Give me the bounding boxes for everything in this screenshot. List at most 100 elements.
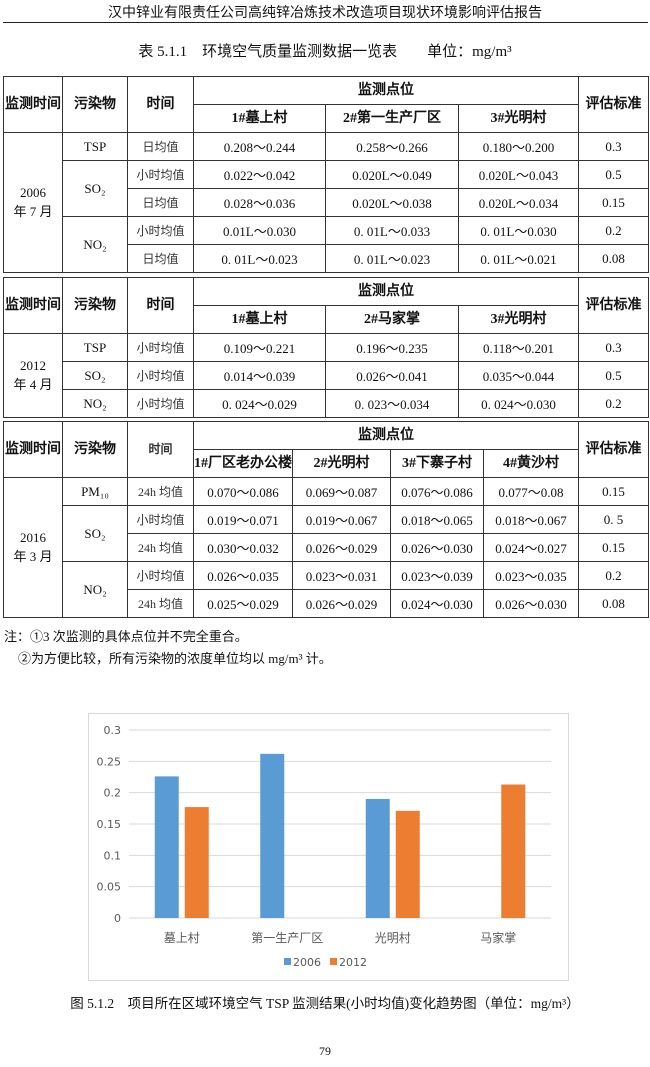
y-tick-label: 0.15: [97, 818, 122, 831]
bar-2012: [501, 784, 526, 918]
standard-cell: 0.5: [578, 160, 649, 189]
legend-swatch-2006: [284, 958, 291, 965]
value-cell: 0.109～0.221: [193, 333, 326, 362]
legend-label: 2012: [339, 956, 367, 969]
pollutant-cell: SO₂: [62, 361, 128, 390]
standard-cell: 0.15: [578, 477, 649, 506]
y-tick-label: 0.1: [104, 849, 122, 862]
value-cell: 0.020L～0.043: [458, 160, 579, 189]
value-cell: 0.026～0.035: [193, 561, 293, 590]
pollutant-cell: PM₁₀: [62, 477, 128, 506]
table-section-2: 监测时间 污染物 时间 监测点位 评估标准 1#厂区老办公楼 2#光明村 3#下寨子村 4#黄沙…: [3, 421, 649, 618]
value-cell: 0.026～0.041: [325, 361, 459, 390]
x-tick-label: 光明村: [375, 931, 411, 945]
legend-label: 2006: [293, 956, 321, 969]
value-cell: 0.023～0.031: [292, 561, 391, 590]
header-pollutant: 污染物: [62, 277, 128, 334]
header-site: 1#墓上村: [193, 104, 326, 133]
header-points: 监测点位: [193, 421, 579, 450]
pollutant-cell: NO₂: [62, 561, 128, 618]
note-1: 注：①3 次监测的具体点位并不完全重合。: [4, 629, 248, 644]
value-cell: 0.024～0.030: [390, 589, 484, 618]
header-row-sites: 1#墓上村 2#第一生产厂区 3#光明村: [4, 104, 649, 133]
header-divider: [3, 22, 648, 23]
table-row: 24h 均值 0.025～0.029 0.026～0.029 0.024～0.030 0…: [4, 589, 649, 618]
standard-cell: 0.08: [578, 244, 649, 273]
y-tick-label: 0: [114, 912, 121, 925]
standard-cell: 0.2: [578, 389, 649, 418]
standard-cell: 0.5: [578, 361, 649, 390]
table-row: NO₂ 小时均值 0. 024～0.029 0. 023～0.034 0. 024～0.…: [4, 389, 649, 418]
standard-cell: 0.2: [578, 561, 649, 590]
value-cell: 0. 023～0.034: [325, 389, 459, 418]
standard-cell: 0.3: [578, 333, 649, 362]
value-cell: 0.026～0.029: [292, 589, 391, 618]
header-row: 监测时间 污染物 时间 监测点位 评估标准: [3, 277, 649, 334]
table-row: 24h 均值 0.030～0.032 0.026～0.029 0.026～0.030 0…: [4, 533, 649, 562]
value-cell: 0.069～0.087: [292, 477, 391, 506]
header-site: 2#光明村: [292, 449, 391, 478]
header-pollutant: 污染物: [62, 421, 128, 478]
y-tick-label: 0.25: [97, 755, 122, 768]
bar-2006: [260, 753, 285, 918]
header-points: 监测点位: [193, 277, 579, 306]
standard-cell: 0.2: [578, 216, 649, 245]
header-pollutant: 污染物: [62, 76, 128, 133]
value-cell: 0.035～0.044: [458, 361, 579, 390]
value-cell: 0.208～0.244: [193, 132, 326, 161]
table-row: NO₂ 小时均值 0.026～0.035 0.023～0.031 0.023～0.039…: [4, 561, 649, 618]
table-row: 2016 年 3 月 PM₁₀ 24h 均值 0.070～0.086 0.069～0.0…: [3, 477, 649, 618]
standard-cell: 0.15: [578, 188, 649, 217]
y-tick-label: 0.2: [104, 787, 122, 800]
table-section-1: 监测时间 污染物 时间 监测点位 评估标准 1#墓上村 2#马家掌 3#光明村 2012 年 4…: [3, 277, 649, 418]
value-cell: 0.030～0.032: [193, 533, 293, 562]
value-cell: 0.019～0.071: [193, 505, 293, 534]
period-cell: 小时均值: [127, 361, 194, 390]
header-site: 3#光明村: [458, 104, 579, 133]
value-cell: 0. 024～0.029: [193, 389, 326, 418]
monitoring-date: 2012 年 4 月: [3, 333, 63, 418]
bar-2012: [395, 810, 420, 918]
header-site: 1#厂区老办公楼: [193, 449, 293, 478]
value-cell: 0.180～0.200: [458, 132, 579, 161]
header-site: 2#马家掌: [325, 305, 459, 334]
period-cell: 24h 均值: [127, 533, 194, 562]
table-row: SO₂ 小时均值 0.014～0.039 0.026～0.041 0.035～0.044…: [4, 361, 649, 390]
y-tick-label: 0.05: [97, 881, 122, 894]
monitoring-date: 2016 年 3 月: [3, 477, 63, 618]
period-cell: 小时均值: [127, 389, 194, 418]
value-cell: 0.023～0.035: [483, 561, 579, 590]
table-row: 日均值 0. 01L～0.023 0. 01L～0.023 0. 01L～0.021 0…: [4, 244, 649, 273]
pollutant-cell: NO₂: [62, 216, 128, 273]
header-time: 监测时间: [3, 76, 63, 133]
value-cell: 0. 01L～0.033: [325, 216, 459, 245]
value-cell: 0.023～0.039: [390, 561, 484, 590]
pollutant-cell: SO₂: [62, 160, 128, 217]
value-cell: 0. 024～0.030: [458, 389, 579, 418]
header-time: 监测时间: [3, 277, 63, 334]
monitoring-date: 2006 年 7 月: [3, 132, 63, 273]
x-tick-label: 墓上村: [164, 931, 200, 945]
period-cell: 日均值: [127, 132, 194, 161]
period-cell: 小时均值: [127, 505, 194, 534]
value-cell: 0.01L～0.030: [193, 216, 326, 245]
value-cell: 0.018～0.067: [483, 505, 579, 534]
standard-cell: 0.3: [578, 132, 649, 161]
table-row: SO₂ 小时均值 0.022～0.042 0.020L～0.049 0.020L～0.0…: [4, 160, 649, 217]
value-cell: 0.024～0.027: [483, 533, 579, 562]
figure-caption: 图 5.1.2 项目所在区域环境空气 TSP 监测结果(小时均值)变化趋势图（单…: [70, 996, 580, 1011]
standard-cell: 0.08: [578, 589, 649, 618]
header-period: 时间: [127, 76, 194, 133]
period-cell: 小时均值: [127, 216, 194, 245]
period-cell: 24h 均值: [127, 589, 194, 618]
pollutant-cell: SO₂: [62, 505, 128, 562]
value-cell: 0.077～0.08: [483, 477, 579, 506]
value-cell: 0.076～0.086: [390, 477, 484, 506]
value-cell: 0.070～0.086: [193, 477, 293, 506]
value-cell: 0.118～0.201: [458, 333, 579, 362]
legend-swatch-2012: [330, 958, 337, 965]
value-cell: 0. 01L～0.021: [458, 244, 579, 273]
table-row: SO₂ 小时均值 0.019～0.071 0.019～0.067 0.018～0.065…: [4, 505, 649, 562]
running-header: 汉中锌业有限责任公司高纯锌冶炼技术改造项目现状环境影响评估报告: [108, 6, 542, 21]
